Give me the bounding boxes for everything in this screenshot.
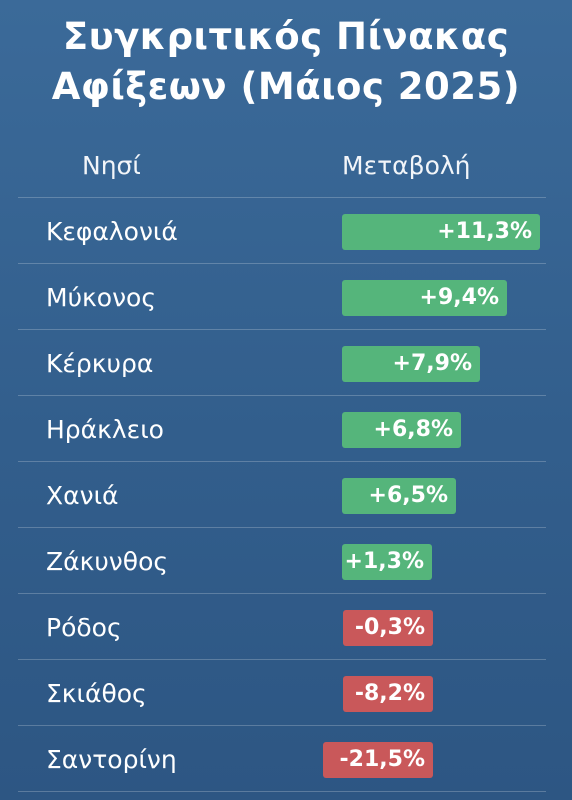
change-bar: -21,5% xyxy=(323,742,433,778)
island-label: Κέρκυρα xyxy=(46,349,154,378)
island-label: Χανιά xyxy=(46,481,119,510)
row-divider xyxy=(18,329,546,330)
column-header-change: Μεταβολή xyxy=(342,151,471,180)
page-title: Συγκριτικός Πίνακας Αφίξεων (Μάιος 2025) xyxy=(0,12,572,112)
title-line-1: Συγκριτικός Πίνακας xyxy=(62,15,510,58)
row-divider xyxy=(18,395,546,396)
change-bar: +7,9% xyxy=(342,346,480,382)
title-line-2: Αφίξεων (Μάιος 2025) xyxy=(51,65,521,108)
change-bar: +6,5% xyxy=(342,478,456,514)
change-bar: +9,4% xyxy=(342,280,507,316)
change-bar: +1,3% xyxy=(342,544,432,580)
row-divider xyxy=(18,197,546,198)
row-divider xyxy=(18,791,546,792)
row-divider xyxy=(18,593,546,594)
island-label: Μύκονος xyxy=(46,283,156,312)
island-label: Σκιάθος xyxy=(46,679,147,708)
row-divider xyxy=(18,725,546,726)
island-label: Κεφαλονιά xyxy=(46,217,178,246)
island-label: Ρόδος xyxy=(46,613,122,642)
change-bar: +6,8% xyxy=(342,412,461,448)
change-bar: -0,3% xyxy=(343,610,433,646)
row-divider xyxy=(18,461,546,462)
row-divider xyxy=(18,527,546,528)
column-header-island: Νησί xyxy=(82,151,141,180)
change-bar: -8,2% xyxy=(343,676,433,712)
change-bar: +11,3% xyxy=(342,214,540,250)
island-label: Σαντορίνη xyxy=(46,745,177,774)
row-divider xyxy=(18,659,546,660)
row-divider xyxy=(18,263,546,264)
island-label: Ηράκλειο xyxy=(46,415,164,444)
island-label: Ζάκυνθος xyxy=(46,547,169,576)
